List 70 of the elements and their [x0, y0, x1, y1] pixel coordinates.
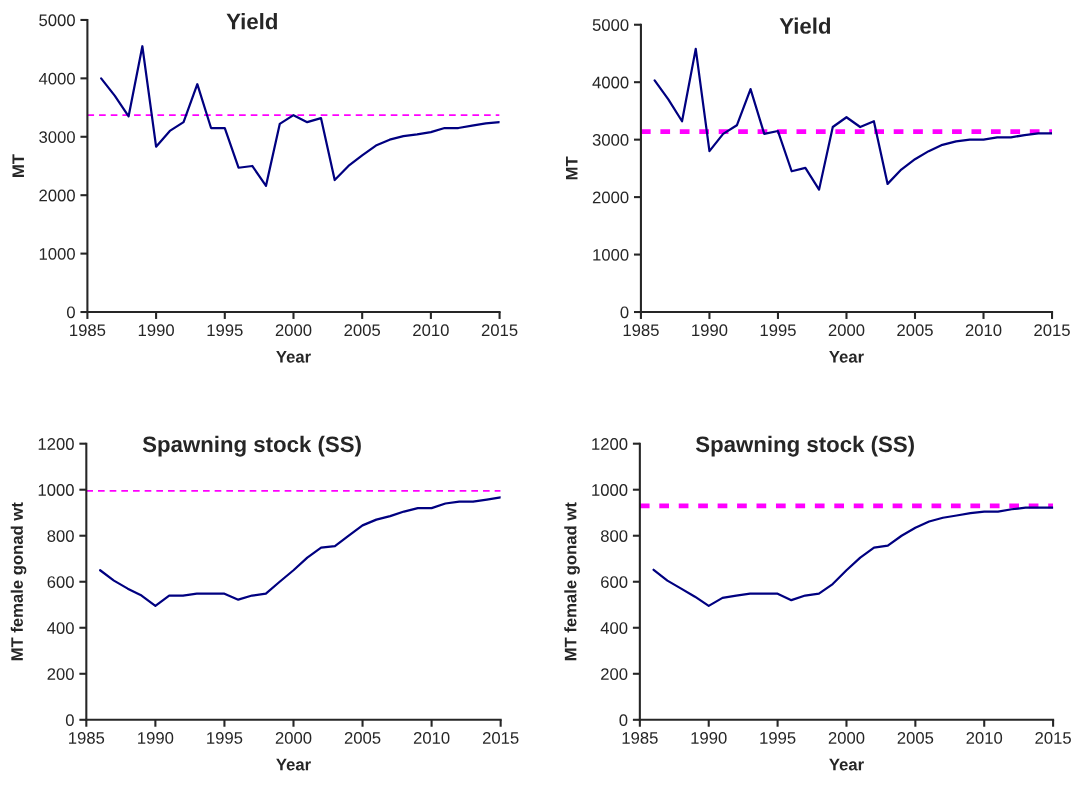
y-tick-label: 1200	[592, 438, 628, 450]
x-tick-label: 2010	[413, 324, 449, 337]
line-series	[652, 506, 1054, 608]
x-tick-label: 2000	[828, 324, 865, 337]
y-tick-label: 400	[47, 622, 74, 634]
x-tick-label: 1985	[70, 324, 106, 337]
y-tick-label: 0	[65, 714, 74, 726]
chart-title: Spawning stock (SS)	[142, 435, 361, 457]
y-tick-label: 0	[66, 306, 75, 319]
y-tick-label: 200	[601, 668, 628, 680]
x-tick-label: 2000	[275, 324, 312, 337]
x-tick-label: 2000	[275, 732, 312, 744]
x-axis-title: Year	[276, 351, 311, 363]
x-tick-label: 1995	[760, 732, 796, 744]
x-tick-label: 1985	[623, 324, 659, 337]
y-axis-title: MT	[12, 154, 24, 177]
y-tick-label: 0	[620, 306, 629, 319]
y-axis-title: MT	[566, 156, 578, 180]
y-tick-label: 4000	[38, 72, 75, 85]
chart-title: Spawning stock (SS)	[695, 435, 914, 457]
line-series	[653, 47, 1053, 191]
y-tick-label: 3000	[592, 134, 629, 146]
x-tick-label: 1990	[138, 732, 174, 744]
x-tick-label: 2015	[1034, 324, 1070, 337]
x-axis-title: Year	[829, 758, 864, 771]
y-tick-label: 0	[619, 714, 628, 726]
x-tick-label: 2000	[828, 732, 865, 744]
y-tick-label: 1200	[38, 438, 74, 450]
y-tick-label: 800	[47, 530, 74, 542]
x-tick-label: 2010	[413, 732, 450, 744]
y-tick-label: 1000	[38, 484, 74, 496]
x-tick-label: 2015	[481, 324, 518, 337]
x-tick-label: 1990	[138, 324, 174, 337]
y-tick-label: 200	[47, 668, 74, 680]
x-tick-label: 2010	[966, 732, 1003, 744]
line-series	[99, 496, 501, 608]
x-axis-title: Year	[276, 758, 311, 771]
x-tick-label: 1990	[692, 324, 728, 337]
chart-title: Yield	[226, 13, 277, 30]
y-tick-label: 1000	[592, 484, 628, 496]
x-tick-label: 1995	[207, 324, 243, 337]
y-tick-label: 2000	[39, 189, 75, 202]
x-tick-label: 2005	[897, 732, 934, 744]
x-tick-label: 2015	[1035, 732, 1071, 744]
y-axis-title: MT female gonad wt	[10, 502, 27, 661]
y-tick-label: 4000	[592, 76, 629, 89]
y-tick-label: 800	[600, 530, 628, 542]
x-tick-label: 1985	[622, 732, 658, 744]
y-axis-title: MT female gonad wt	[564, 502, 580, 661]
x-tick-label: 1995	[207, 732, 243, 744]
y-tick-label: 400	[600, 622, 628, 634]
x-tick-label: 1985	[69, 732, 105, 744]
x-tick-label: 2015	[482, 732, 519, 744]
x-tick-label: 2005	[344, 324, 381, 337]
line-series	[100, 45, 500, 187]
y-tick-label: 600	[601, 576, 628, 588]
y-tick-label: 600	[47, 576, 74, 588]
x-tick-label: 2005	[897, 324, 933, 337]
x-tick-label: 1995	[760, 324, 796, 337]
y-tick-label: 1000	[39, 248, 75, 260]
x-tick-label: 2005	[344, 732, 381, 744]
x-tick-label: 1990	[691, 732, 727, 744]
y-tick-label: 3000	[39, 131, 75, 143]
chart-title: Yield	[779, 17, 831, 34]
y-tick-label: 2000	[592, 191, 629, 204]
y-tick-label: 5000	[592, 19, 629, 31]
x-tick-label: 2010	[965, 324, 1002, 337]
y-tick-label: 5000	[39, 14, 75, 27]
y-tick-label: 1000	[593, 248, 629, 261]
x-axis-title: Year	[829, 351, 864, 363]
